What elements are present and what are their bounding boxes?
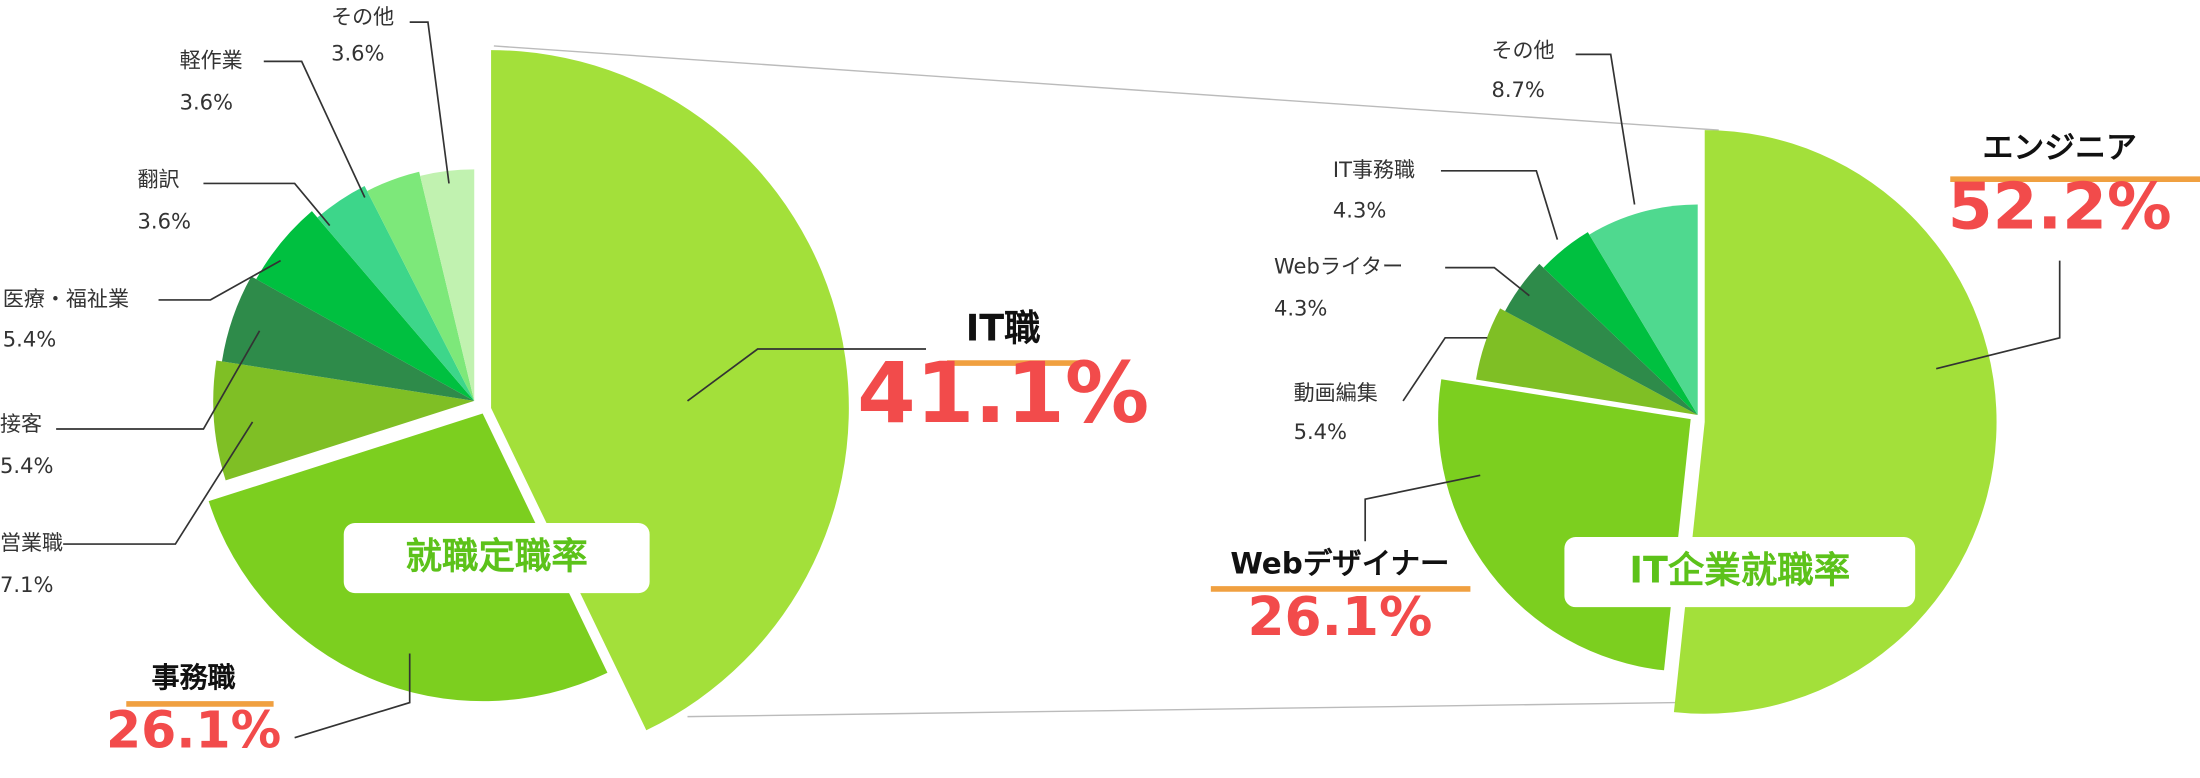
connector-line <box>493 45 1719 131</box>
value-label: 3.6% <box>331 40 384 65</box>
center-label-box <box>1564 537 1916 608</box>
leader-line <box>1364 474 1481 542</box>
value-label: 4.3% <box>1274 296 1327 321</box>
connector-line <box>687 701 1677 718</box>
leader-line <box>409 21 450 184</box>
category-label: その他 <box>331 4 394 29</box>
pie-slice <box>1438 379 1691 671</box>
pie-slice <box>1589 204 1698 415</box>
leader-line <box>1445 266 1530 297</box>
pie <box>208 50 849 731</box>
pie-slice <box>213 360 475 481</box>
leader-line <box>686 348 927 402</box>
pie-slice <box>1543 232 1698 415</box>
category-label: エンジニア <box>1983 130 2137 166</box>
leader-line <box>203 182 331 227</box>
leader-line <box>1440 169 1559 240</box>
value-label: 52.2% <box>1948 169 2172 244</box>
center-label: 就職定職率 <box>406 535 588 578</box>
value-label: 41.1% <box>857 344 1149 442</box>
leader-line <box>263 60 366 198</box>
value-label: 5.4% <box>0 453 53 478</box>
category-label: 接客 <box>0 411 42 436</box>
center-label: IT企業就職率 <box>1629 549 1850 592</box>
pie <box>1438 130 1997 714</box>
pie-slice <box>256 211 475 401</box>
pie-slice <box>221 276 475 401</box>
value-label: 26.1% <box>106 700 281 759</box>
value-label: 26.1% <box>1247 586 1432 648</box>
leader-line <box>63 421 254 545</box>
leader-line <box>1402 336 1488 402</box>
pie-slice <box>420 169 475 401</box>
pie-slice <box>1476 308 1698 415</box>
category-label: 軽作業 <box>180 47 243 72</box>
category-label: Webライター <box>1274 254 1403 279</box>
leader-line <box>1936 260 2061 370</box>
value-label: 7.1% <box>0 572 53 597</box>
category-label: 動画編集 <box>1294 380 1378 405</box>
category-label: 翻訳 <box>138 167 180 192</box>
leader-line <box>294 653 411 739</box>
leader-line <box>1575 53 1636 205</box>
pie-slice <box>1505 263 1698 415</box>
leader-line <box>158 259 282 301</box>
category-label: 事務職 <box>152 661 236 694</box>
pie-slice <box>367 171 475 401</box>
leader-line <box>56 330 261 430</box>
category-label: 医療・福祉業 <box>3 286 129 311</box>
value-label: 8.7% <box>1491 77 1544 102</box>
category-label: Webデザイナー <box>1230 547 1449 581</box>
value-label: 4.3% <box>1333 198 1386 223</box>
value-label: 3.6% <box>138 209 191 234</box>
value-label: 3.6% <box>180 89 233 114</box>
value-label: 5.4% <box>3 327 56 352</box>
category-label: IT職 <box>966 307 1041 350</box>
value-label: 5.4% <box>1294 419 1347 444</box>
category-label: 営業職 <box>0 530 63 555</box>
category-label: その他 <box>1491 38 1554 63</box>
center-label-box <box>343 522 650 594</box>
pie-slice <box>317 185 475 401</box>
category-label: IT事務職 <box>1333 157 1415 182</box>
